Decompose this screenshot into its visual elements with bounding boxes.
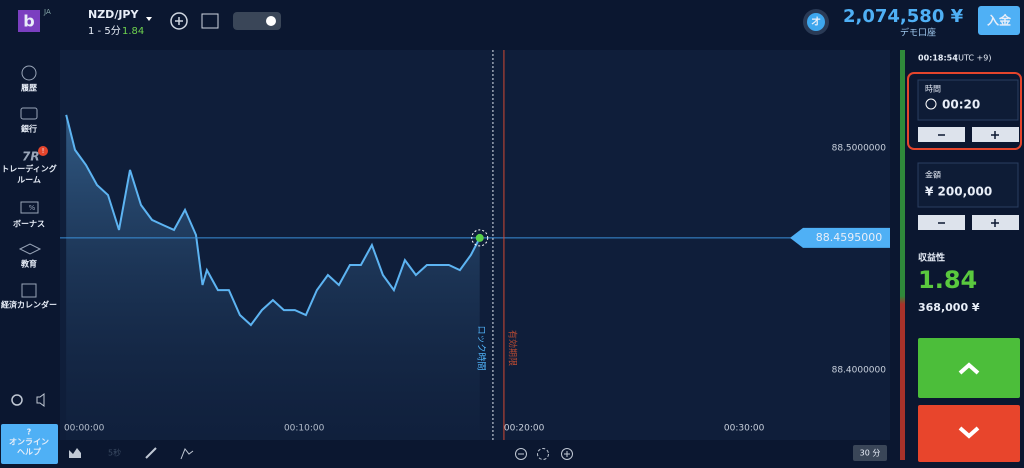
bonus-icon bbox=[20, 201, 39, 214]
toggle-knob bbox=[266, 16, 276, 26]
help-button[interactable] bbox=[1, 424, 58, 464]
add-chart[interactable] bbox=[170, 12, 188, 30]
help-label: ヘルプ bbox=[17, 447, 42, 457]
up-arrow bbox=[958, 362, 980, 375]
timezone: (UTC +9) bbox=[955, 54, 991, 63]
time-label: 時間 bbox=[925, 85, 941, 94]
avatar bbox=[807, 13, 825, 31]
time-step-icons bbox=[938, 131, 999, 139]
balance: 2,074,580 ¥ bbox=[843, 6, 964, 27]
badge bbox=[38, 146, 48, 156]
calendar-icon bbox=[21, 283, 37, 298]
current-point bbox=[475, 233, 484, 242]
chart: 88.500000088.400000000:00:0000:10:0000:2… bbox=[60, 50, 890, 441]
deposit-label: 入金 bbox=[987, 13, 1012, 28]
chart-type[interactable] bbox=[69, 448, 81, 458]
bonus-icon-text: % bbox=[29, 204, 36, 212]
profit: 368,000 ¥ bbox=[918, 301, 980, 314]
time-highlight bbox=[907, 72, 1022, 150]
clock-icon bbox=[925, 98, 937, 110]
amount-step-icons bbox=[938, 219, 999, 227]
sidebar-label[interactable]: 履歴 bbox=[20, 83, 37, 93]
add-icon bbox=[175, 17, 183, 25]
indicator-tool[interactable] bbox=[180, 448, 194, 460]
x-tick-label: 00:30:00 bbox=[724, 424, 765, 434]
edu-icon bbox=[18, 243, 42, 255]
tr-icon: 7R bbox=[22, 150, 40, 164]
profit-label: 収益性 bbox=[918, 252, 945, 264]
zoom-in-icon bbox=[564, 451, 570, 457]
help-label: ? bbox=[27, 428, 32, 437]
layout-icon[interactable] bbox=[201, 13, 219, 29]
pair[interactable]: NZD/JPY bbox=[88, 8, 139, 21]
period-button[interactable] bbox=[853, 445, 887, 461]
sentiment-strip bbox=[900, 50, 905, 460]
down-arrow bbox=[958, 426, 980, 439]
timeframe: 1 - 5分 bbox=[88, 25, 121, 37]
deposit-button[interactable] bbox=[978, 6, 1020, 35]
current-point-ring bbox=[471, 229, 489, 247]
sidebar-label[interactable]: 経済カレンダー bbox=[1, 300, 57, 310]
profit-rate: 1.84 bbox=[918, 266, 977, 294]
amount-label: 金額 bbox=[925, 170, 941, 180]
draw-tool[interactable] bbox=[145, 447, 157, 459]
badge-text: ! bbox=[42, 147, 45, 155]
y-tick-label: 88.5000000 bbox=[832, 143, 887, 153]
dropdown[interactable] bbox=[146, 17, 152, 21]
account[interactable]: デモ口座 bbox=[900, 27, 936, 39]
call-button[interactable] bbox=[918, 338, 1020, 398]
payout: 1.84 bbox=[122, 26, 144, 37]
lang[interactable]: JA bbox=[43, 8, 51, 16]
sidebar-label[interactable]: 教育 bbox=[20, 259, 37, 269]
clock: 00:18:54 bbox=[918, 54, 958, 63]
zoom-in[interactable] bbox=[561, 448, 573, 460]
settings[interactable] bbox=[11, 394, 23, 406]
current-price-label: 88.4595000 bbox=[816, 231, 882, 244]
current-price-tag bbox=[790, 227, 890, 248]
bank-icon bbox=[20, 107, 38, 120]
sidebar-label[interactable]: 銀行 bbox=[20, 124, 37, 134]
time: 00:20 bbox=[942, 98, 980, 112]
lock-label: ロック時間 bbox=[475, 325, 486, 370]
expiry-label: 有効期限 bbox=[506, 330, 518, 366]
sidebar-label[interactable]: トレーディング bbox=[1, 164, 56, 174]
sound[interactable] bbox=[36, 393, 45, 407]
sidebar-label[interactable]: ボーナス bbox=[13, 219, 45, 229]
y-tick-label: 88.4000000 bbox=[832, 366, 887, 376]
avatar-text: オ bbox=[811, 16, 821, 28]
reset-view[interactable] bbox=[537, 448, 549, 460]
help-label: オンライン bbox=[9, 438, 49, 447]
sidebar-label[interactable]: ルーム bbox=[17, 176, 41, 185]
price-area bbox=[66, 114, 480, 441]
x-tick-label: 00:20:00 bbox=[504, 424, 545, 434]
price-line bbox=[65, 114, 481, 327]
history-icon bbox=[21, 65, 37, 81]
zoom-out[interactable] bbox=[515, 448, 527, 460]
logo-box[interactable] bbox=[18, 10, 40, 32]
logo: b bbox=[23, 12, 34, 31]
amount: ¥ 200,000 bbox=[925, 185, 992, 199]
period: 30 分 bbox=[860, 449, 881, 458]
interval[interactable]: 5秒 bbox=[108, 448, 121, 458]
amount-box[interactable] bbox=[917, 162, 1019, 208]
